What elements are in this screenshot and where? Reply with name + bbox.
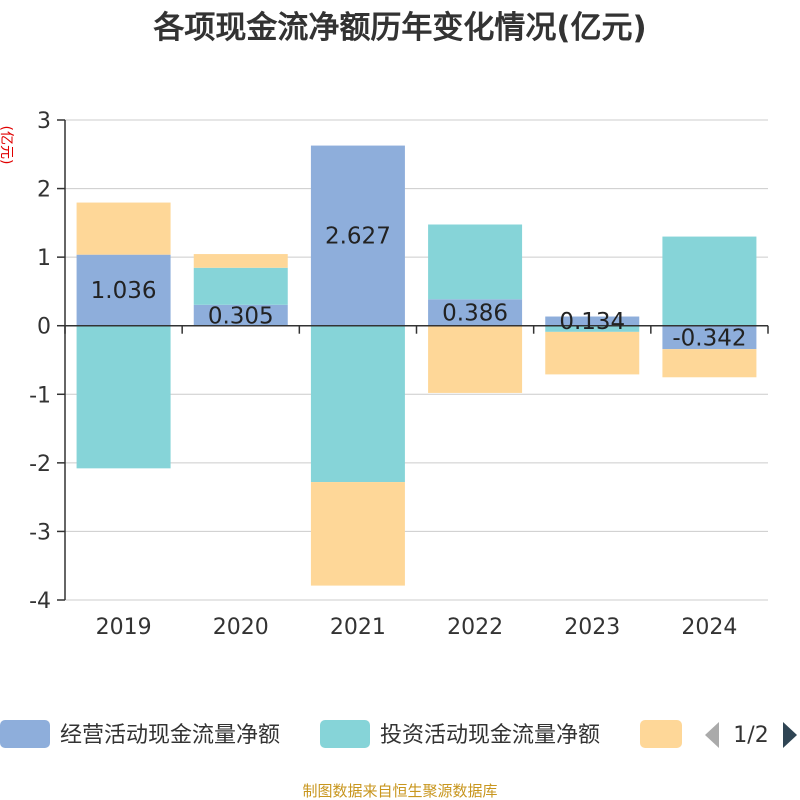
legend: 经营活动现金流量净额 投资活动现金流量净额 1/2 bbox=[0, 720, 797, 748]
bar-series0-2019 bbox=[76, 254, 171, 326]
x-tick-label-2024: 2024 bbox=[681, 615, 737, 640]
bar-series1-2021 bbox=[310, 325, 405, 483]
x-tick-labels: 2019 2020 2021 2022 2023 2024 bbox=[96, 615, 738, 640]
bar-series0-2023 bbox=[545, 316, 640, 326]
y-tick-label: 0 bbox=[37, 315, 51, 340]
bars-layer bbox=[76, 145, 757, 586]
bar-series2-2020 bbox=[193, 254, 288, 268]
y-tick-label: -4 bbox=[29, 589, 51, 614]
bar-series1-2022 bbox=[428, 224, 523, 300]
axes-layer bbox=[57, 119, 769, 601]
x-tick-label-2023: 2023 bbox=[564, 615, 620, 640]
legend-swatch-financing bbox=[640, 720, 682, 748]
bar-series2-2022 bbox=[428, 325, 523, 393]
legend-swatch-investing bbox=[320, 720, 370, 748]
bar-series0-2022 bbox=[428, 299, 523, 326]
legend-item-financing[interactable] bbox=[640, 720, 682, 748]
y-axis-unit-label: (亿元) bbox=[0, 126, 14, 165]
y-tick-labels: 3 2 1 0 -1 -2 -3 -4 bbox=[29, 109, 51, 614]
legend-page-indicator: 1/2 bbox=[733, 723, 768, 748]
bar-series2-2019 bbox=[76, 202, 171, 255]
bar-series0-2020 bbox=[193, 304, 288, 326]
bar-series1-2023 bbox=[545, 325, 640, 332]
legend-swatch-operating bbox=[0, 720, 50, 748]
legend-next-page-icon[interactable] bbox=[783, 722, 797, 748]
y-tick-label: -2 bbox=[29, 452, 51, 477]
legend-label-operating: 经营活动现金流量净额 bbox=[60, 723, 280, 748]
legend-label-investing: 投资活动现金流量净额 bbox=[380, 723, 600, 748]
x-tick-label-2022: 2022 bbox=[447, 615, 503, 640]
bar-series2-2021 bbox=[310, 482, 405, 586]
x-tick-label-2019: 2019 bbox=[96, 615, 152, 640]
data-label-2021: 2.627 bbox=[325, 224, 391, 250]
x-tick-label-2021: 2021 bbox=[330, 615, 386, 640]
data-label-2024: -0.342 bbox=[672, 325, 746, 351]
y-tick-label: -3 bbox=[29, 520, 51, 545]
data-label-2020: 0.305 bbox=[208, 303, 274, 329]
x-tick-label-2020: 2020 bbox=[213, 615, 269, 640]
bar-series2-2023 bbox=[545, 331, 640, 375]
legend-item-operating[interactable]: 经营活动现金流量净额 bbox=[0, 720, 280, 748]
y-tick-label: -1 bbox=[29, 383, 51, 408]
bar-series0-2021 bbox=[310, 145, 405, 326]
bar-series0-2024 bbox=[662, 325, 757, 350]
bar-series1-2019 bbox=[76, 325, 171, 469]
bar-series2-2024 bbox=[662, 349, 757, 378]
y-tick-label: 3 bbox=[37, 109, 51, 134]
y-tick-label: 1 bbox=[37, 246, 51, 271]
data-label-2022: 0.386 bbox=[442, 300, 508, 326]
data-label-2019: 1.036 bbox=[91, 278, 157, 304]
legend-item-investing[interactable]: 投资活动现金流量净额 bbox=[320, 720, 600, 748]
data-label-2023: 0.134 bbox=[559, 309, 625, 335]
y-tick-label: 2 bbox=[37, 178, 51, 203]
data-source-note: 制图数据来自恒生聚源数据库 bbox=[302, 782, 497, 800]
legend-prev-page-icon[interactable] bbox=[705, 722, 719, 748]
bar-series1-2020 bbox=[193, 267, 288, 305]
data-labels: 1.036 0.305 2.627 0.386 0.134 -0.342 bbox=[91, 224, 747, 352]
chart-title: 各项现金流净额历年变化情况(亿元) bbox=[152, 10, 646, 46]
bar-series1-2024 bbox=[662, 236, 757, 326]
